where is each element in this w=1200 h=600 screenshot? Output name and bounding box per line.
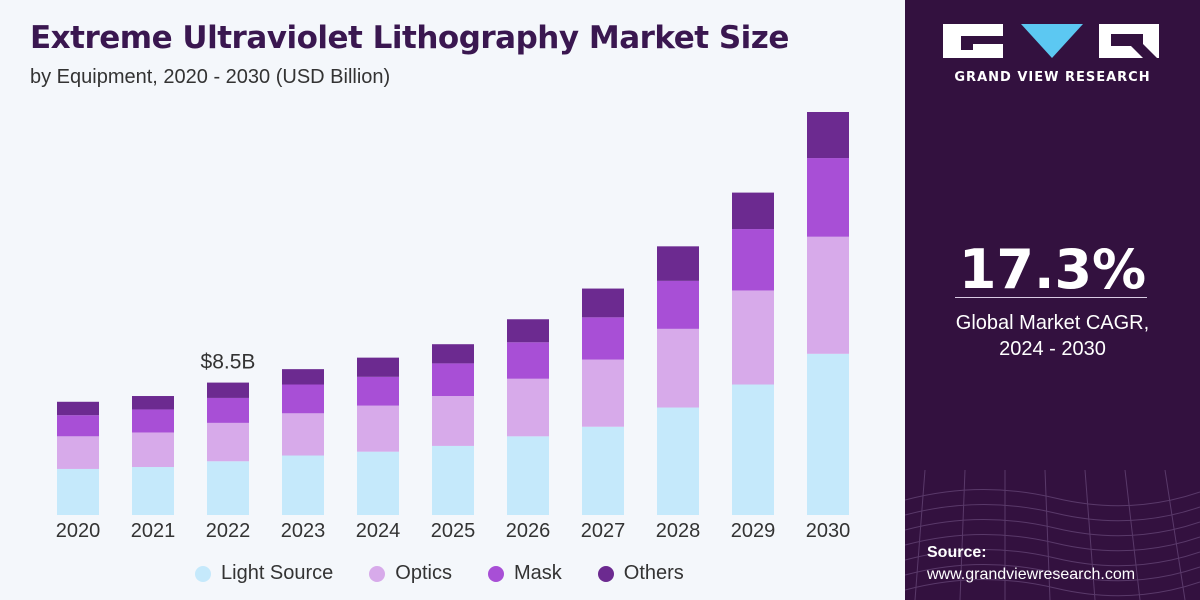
chart-title: Extreme Ultraviolet Lithography Market S… [30,20,789,56]
bar-segment-2024-mask [357,376,399,406]
legend-swatch-light-source [195,565,211,582]
bar-chart: 2020 2021 2022 $8.5B 2023 2024 2025 2026 2027 202… [56,112,851,542]
bar-segment-2023-light-source [282,455,324,515]
legend-label-light-source: Light Source [221,562,334,584]
bar-segment-2027-optics [582,359,624,427]
bar-segment-2022-mask [207,397,249,423]
bar-segment-2029-others [732,192,774,230]
bar-segment-2027-mask [582,317,624,360]
bar-segment-2021-others [132,396,174,410]
bar-segment-2030-light-source [807,353,849,515]
bar-segment-2026-optics [507,378,549,437]
legend-item-optics: Optics [369,562,452,585]
x-tick-label-2022: 2022 [206,520,251,542]
x-tick-label-2024: 2024 [356,520,401,542]
bar-segment-2028-optics [657,328,699,408]
bar-segment-2030-others [807,112,849,159]
bar-segment-2023-others [282,369,324,385]
legend-label-others: Others [623,562,684,584]
bar-segment-2022-light-source [207,461,249,515]
bar-segment-2020-mask [57,415,99,437]
bar-segment-2024-others [357,357,399,377]
bar-segment-2021-mask [132,409,174,433]
bar-segment-2025-light-source [432,445,474,515]
bar-segment-2026-mask [507,342,549,379]
bar-segment-2020-others [57,401,99,416]
cagr-label-line-1: Global Market CAGR, [955,312,1150,334]
x-tick-label-2026: 2026 [506,520,551,542]
bar-segment-2027-others [582,288,624,318]
bar-segment-2023-mask [282,384,324,414]
bar-segment-2024-light-source [357,451,399,515]
x-tick-label-2023: 2023 [281,520,326,542]
x-tick-label-2029: 2029 [731,520,776,542]
x-tick-label-2020: 2020 [56,520,101,542]
legend-swatch-others [597,565,614,582]
bar-segment-2029-optics [732,290,774,385]
x-tick-label-2030: 2030 [806,520,851,542]
data-label-2022: $8.5B [201,351,256,374]
legend-item-mask: Mask [487,562,562,585]
legend-swatch-optics [369,565,386,582]
bar-segment-2022-optics [207,422,249,462]
bar-segment-2030-mask [807,158,849,237]
cagr-value: 17.3% [958,238,1147,301]
bar-segment-2026-light-source [507,436,549,515]
bar-segment-2022-others [207,382,249,398]
side-panel: GRAND VIEW RESEARCH 17.3% Global Market … [905,0,1200,600]
cagr-label-line-2: 2024 - 2030 [999,338,1106,360]
bar-segment-2021-optics [132,432,174,468]
bar-segment-2029-mask [732,229,774,291]
legend-label-optics: Optics [395,562,452,584]
bar-segment-2025-others [432,344,474,364]
legend: Light Source Optics Mask Others [195,562,684,585]
bar-segment-2030-optics [807,236,849,354]
bar-segment-2025-mask [432,363,474,397]
x-tick-label-2021: 2021 [131,520,176,542]
bar-segment-2023-optics [282,413,324,456]
legend-swatch-mask [487,565,504,582]
cagr-label: Global Market CAGR, 2024 - 2030 [905,310,1200,362]
brand-name: GRAND VIEW RESEARCH [954,70,1151,85]
bar-segment-2027-light-source [582,426,624,515]
wave-pattern [905,470,1200,600]
bar-segment-2020-light-source [57,468,99,515]
bar-segment-2028-others [657,246,699,281]
chart-subtitle: by Equipment, 2020 - 2030 (USD Billion) [30,66,391,88]
legend-item-light-source: Light Source [195,562,333,585]
x-tick-label-2027: 2027 [581,520,626,542]
source-url[interactable]: www.grandviewresearch.com [927,566,1136,583]
bar-segment-2026-others [507,319,549,343]
x-tick-label-2025: 2025 [431,520,476,542]
chart-area: Extreme Ultraviolet Lithography Market S… [30,20,851,585]
bar-segment-2028-light-source [657,407,699,515]
bar-segment-2029-light-source [732,384,774,515]
source-label: Source: [927,544,987,561]
legend-label-mask: Mask [513,562,562,584]
divider [955,297,1147,298]
bar-segment-2024-optics [357,405,399,452]
bar-segment-2021-light-source [132,467,174,515]
bar-segment-2020-optics [57,436,99,469]
grand-view-research-logo [943,24,1159,58]
x-tick-label-2028: 2028 [656,520,701,542]
bar-segment-2025-optics [432,396,474,446]
bar-segment-2028-mask [657,280,699,329]
legend-item-others: Others [597,562,684,585]
